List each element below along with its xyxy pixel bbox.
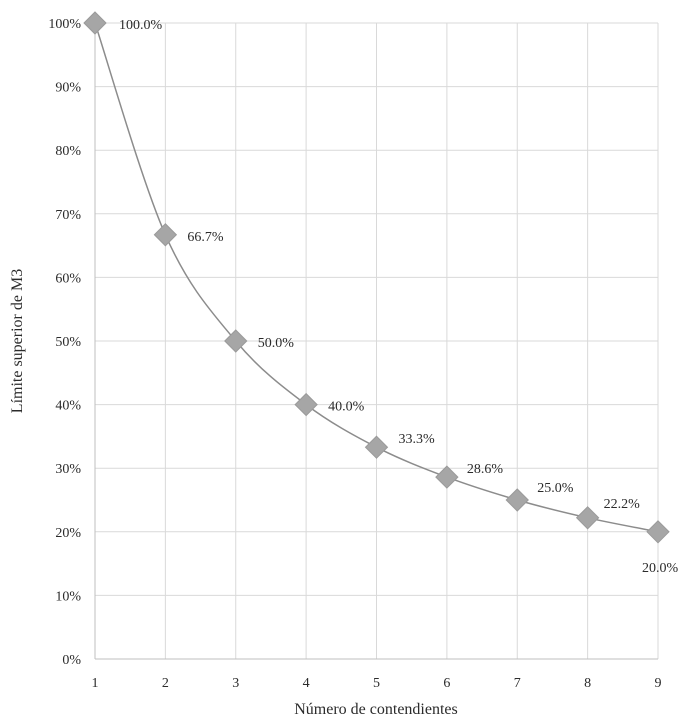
data-point-marker	[294, 392, 318, 417]
x-tick-labels: 1 2 3 4 5 6 7 8 9	[92, 676, 662, 691]
data-label: 100.0%	[119, 18, 163, 33]
x-tick-label: 2	[162, 676, 169, 691]
y-tick-label: 70%	[55, 208, 81, 223]
y-tick-label: 20%	[55, 526, 81, 541]
data-point-marker	[505, 488, 529, 512]
series-markers	[83, 11, 670, 544]
x-tick-label: 1	[92, 676, 99, 691]
y-tick-label: 60%	[55, 271, 81, 286]
data-label: 25.0%	[537, 481, 574, 496]
y-tick-label: 80%	[55, 144, 81, 159]
data-label: 40.0%	[328, 400, 365, 415]
y-tick-label: 30%	[55, 462, 81, 477]
y-tick-labels: 0% 10% 20% 30% 40% 50% 60% 70% 80% 90% 100%	[48, 17, 81, 668]
y-tick-label: 10%	[55, 589, 81, 604]
y-axis-title: Límite superior de M3	[9, 269, 26, 413]
y-tick-label: 40%	[55, 399, 81, 414]
y-tick-label: 90%	[55, 81, 81, 96]
data-label: 28.6%	[467, 462, 504, 477]
x-tick-label: 7	[514, 676, 521, 691]
x-tick-label: 9	[655, 676, 662, 691]
x-axis-title: Número de contendientes	[294, 701, 458, 718]
x-tick-label: 4	[303, 676, 310, 691]
data-point-marker	[224, 329, 248, 353]
data-label: 66.7%	[187, 230, 224, 245]
data-label: 33.3%	[399, 432, 436, 447]
data-point-marker	[83, 11, 107, 35]
x-tick-label: 5	[373, 676, 380, 691]
x-tick-label: 3	[232, 676, 239, 691]
x-tick-label: 6	[443, 676, 450, 691]
data-point-marker	[153, 223, 178, 247]
grid	[94, 22, 659, 660]
data-label: 20.0%	[642, 561, 679, 576]
axes	[94, 23, 658, 660]
data-point-marker	[435, 465, 459, 489]
data-label: 50.0%	[258, 336, 295, 351]
y-tick-label: 100%	[48, 17, 81, 32]
data-point-marker	[646, 520, 670, 544]
y-tick-label: 50%	[55, 335, 81, 350]
data-point-marker	[575, 506, 600, 530]
data-point-marker	[364, 435, 389, 459]
data-labels: 100.0% 66.7% 50.0% 40.0% 33.3% 28.6% 25.0% 22.2…	[119, 18, 679, 576]
x-tick-label: 8	[584, 676, 591, 691]
data-label: 22.2%	[604, 497, 641, 512]
y-tick-label: 0%	[62, 653, 81, 668]
